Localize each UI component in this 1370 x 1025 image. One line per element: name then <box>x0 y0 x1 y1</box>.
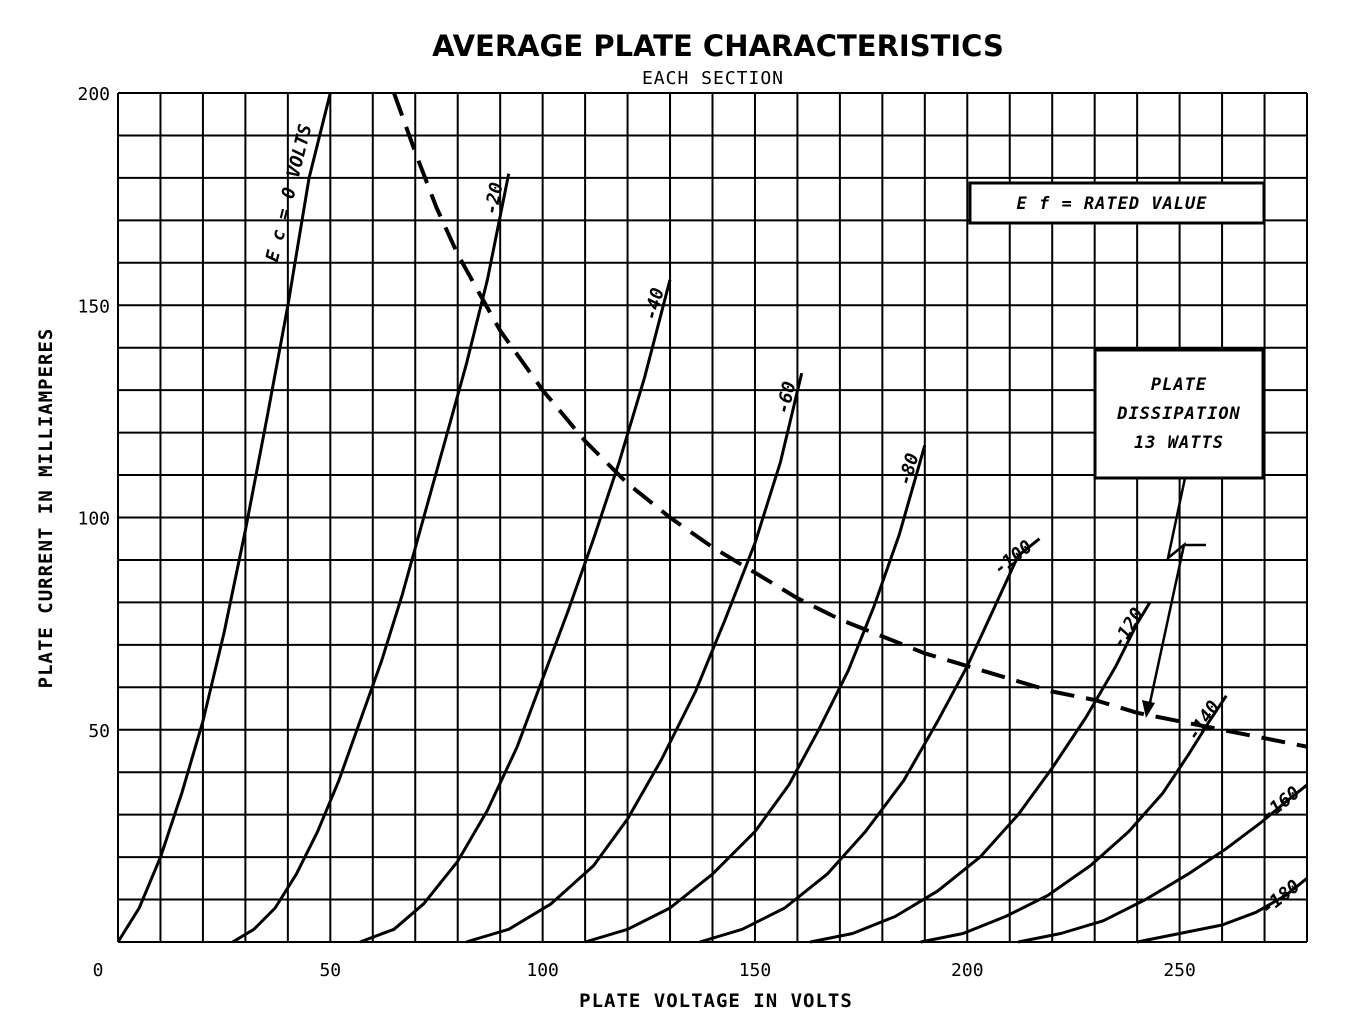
grid-voltage-curve <box>116 92 332 943</box>
chart-title: AVERAGE PLATE CHARACTERISTICS <box>432 29 1004 63</box>
curve-label: -80 <box>894 451 923 488</box>
filament-note: E f = RATED VALUE <box>968 181 1266 225</box>
grid-voltage-curve <box>231 173 511 944</box>
dissipation-pointer <box>1146 477 1187 713</box>
curve-label: -60 <box>773 379 801 416</box>
x-axis-label: PLATE VOLTAGE IN VOLTS <box>579 990 853 1012</box>
grid-voltage-curve <box>809 601 1152 944</box>
curve-label: -100 <box>990 536 1037 580</box>
dissipation-note-line-2: DISSIPATION <box>1116 404 1241 424</box>
filament-note-text: E f = RATED VALUE <box>1017 194 1208 214</box>
grid-voltage-curve <box>699 537 1041 944</box>
dissipation-note: PLATE DISSIPATION 13 WATTS <box>1093 348 1265 718</box>
x-tick-label: 250 <box>1163 960 1196 981</box>
grid-voltage-curve <box>584 444 927 944</box>
x-tick-label: 150 <box>739 960 772 981</box>
dissipation-pointer-arrowhead <box>1142 700 1155 718</box>
grid-voltage-curve <box>359 279 672 944</box>
grid-voltage-curve <box>1017 783 1308 944</box>
curve-label: -20 <box>481 180 508 216</box>
curve-label: E c = 0 VOLTS <box>262 122 316 264</box>
x-tick-label: 50 <box>319 960 341 981</box>
dissipation-note-line-3: 13 WATTS <box>1134 433 1224 453</box>
grid-voltage-curve <box>465 372 804 944</box>
plate-dissipation-curve <box>392 92 1308 749</box>
plate-curves <box>116 92 1308 944</box>
tick-labels: 0 50 100 150 200 250 50 100 150 200 <box>77 84 1195 981</box>
filament-note-box <box>968 181 1266 225</box>
y-tick-label: 150 <box>77 296 110 317</box>
y-axis-label: PLATE CURRENT IN MILLIAMPERES <box>35 328 57 689</box>
x-tick-label: 100 <box>526 960 559 981</box>
curve-label: -140 <box>1183 697 1225 745</box>
grid-voltage-curve <box>920 694 1228 944</box>
y-tick-label: 100 <box>77 509 110 530</box>
chart-subtitle: EACH SECTION <box>642 68 784 89</box>
y-tick-label: 200 <box>77 84 110 105</box>
x-tick-label: 0 <box>93 960 104 981</box>
dissipation-note-line-1: PLATE <box>1151 375 1207 395</box>
y-tick-label: 50 <box>88 721 110 742</box>
x-tick-label: 200 <box>951 960 984 981</box>
grid-voltage-curve <box>1136 877 1308 944</box>
curve-label: -40 <box>640 286 669 323</box>
dissipation-note-box <box>1093 348 1265 480</box>
curve-labels: E c = 0 VOLTS -20-40-60-80-100-120-140-16… <box>262 122 1304 919</box>
